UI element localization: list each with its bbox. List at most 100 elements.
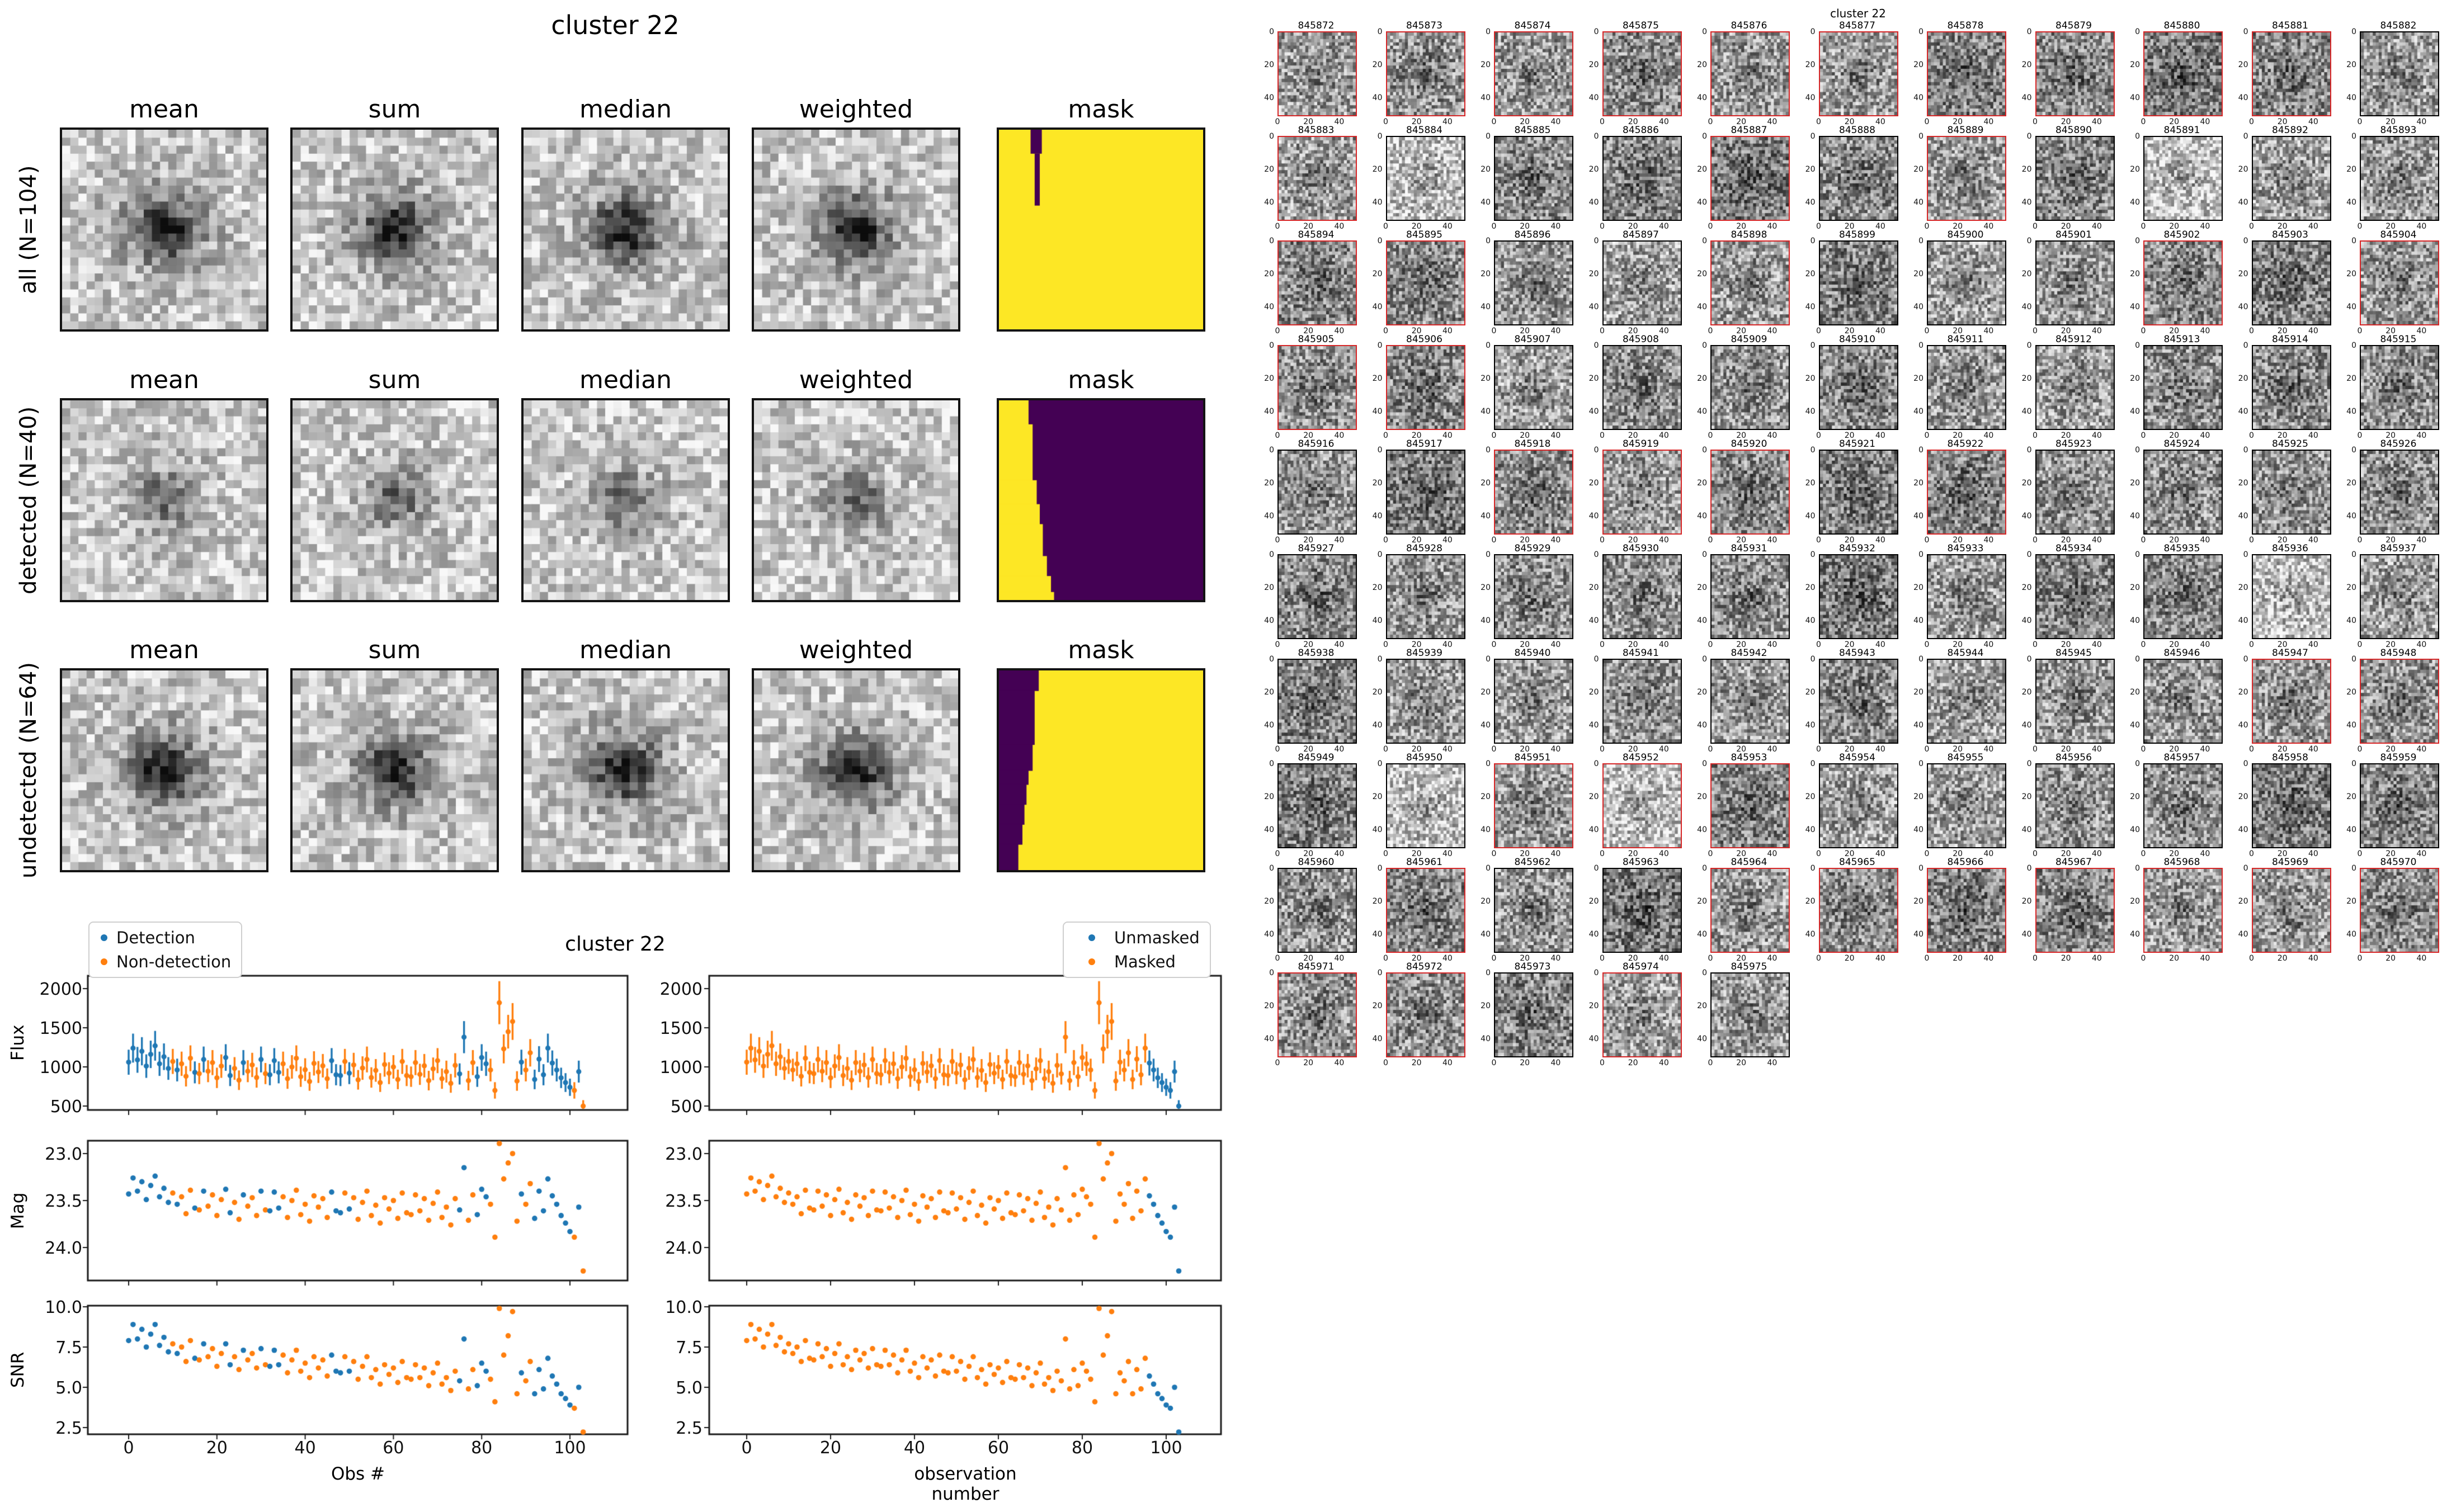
thumbnail-ytick: 0	[2243, 550, 2248, 559]
thumbnail-xtick: 40	[1875, 327, 1885, 336]
thumbnail-ytick: 40	[2238, 303, 2248, 312]
thumbnail-xtick: 0	[2141, 849, 2146, 858]
thumbnail-xtick: 40	[2416, 849, 2427, 858]
thumbnail-ytick: 0	[2135, 655, 2140, 664]
thumbnail-xtick: 40	[1442, 954, 1453, 963]
ytick-label: 1500	[39, 1019, 82, 1038]
thumbnail-image	[2143, 868, 2223, 953]
thumbnail-image	[1818, 554, 1898, 639]
thumbnail-xtick: 0	[1383, 954, 1388, 963]
thumbnail-title: 845898	[1731, 229, 1767, 240]
thumbnail-xtick: 0	[2141, 431, 2146, 440]
thumbnail-title: 845892	[2272, 125, 2308, 136]
thumbnail-title: 845903	[2272, 229, 2308, 240]
thumbnail-xtick: 0	[1816, 849, 1821, 858]
thumbnail-image	[2035, 136, 2115, 221]
thumbnail-ytick: 20	[2238, 60, 2248, 70]
thumbnail-xtick: 40	[1334, 117, 1345, 126]
thumbnail-xtick: 0	[2357, 222, 2363, 231]
thumbnail-image	[2360, 136, 2439, 221]
thumbnail-xtick: 20	[1520, 745, 1530, 754]
thumbnail-title: 845968	[2163, 857, 2200, 868]
thumbnail-xtick: 40	[2308, 117, 2318, 126]
thumbnail-ytick: 40	[1805, 303, 1816, 312]
legend-unmasked-label: Unmasked	[1114, 928, 1200, 947]
thumbnail-xtick: 0	[1600, 640, 1605, 649]
thumbnail-ytick: 20	[1697, 792, 1707, 802]
thumbnail-xtick: 0	[1491, 536, 1497, 545]
thumbnail-ytick: 20	[2346, 270, 2356, 279]
xtick-label: 0	[741, 1438, 752, 1458]
thumbnail-ytick: 0	[2135, 237, 2140, 245]
thumbnail-xtick: 20	[1411, 745, 1422, 754]
thumbnail-xtick: 20	[1411, 117, 1422, 126]
thumbnail-xtick: 0	[2033, 954, 2038, 963]
thumbnail-xtick: 20	[1628, 222, 1638, 231]
thumbnail-ytick: 40	[1372, 407, 1383, 417]
thumbnail-ytick: 40	[1697, 721, 1707, 730]
thumbnail-ytick: 0	[2243, 864, 2248, 873]
non-detection-marker-icon	[101, 958, 107, 965]
thumbnail-xtick: 0	[1816, 431, 1821, 440]
thumbnail-image	[1818, 136, 1898, 221]
thumbnail-ytick: 0	[1810, 655, 1816, 664]
stamp-image-median	[521, 668, 730, 872]
thumbnail-ytick: 40	[1697, 303, 1707, 312]
thumbnail-ytick: 0	[1702, 864, 1707, 873]
thumbnail-image	[1385, 136, 1465, 221]
ytick-label: 10.0	[665, 1298, 703, 1317]
thumbnail-xtick: 20	[1844, 640, 1855, 649]
thumbnail-ytick: 20	[1805, 792, 1816, 802]
thumbnail-ytick: 40	[1588, 407, 1599, 417]
thumbnail-ytick: 20	[2021, 374, 2032, 384]
thumbnail-image	[2360, 554, 2439, 639]
stamp-image-weighted	[752, 668, 960, 872]
thumbnail-xtick: 40	[1983, 327, 1994, 336]
thumbnail-ytick: 0	[1702, 132, 1707, 141]
ytick-label: 7.5	[55, 1338, 82, 1358]
thumbnail-title: 845953	[1731, 752, 1767, 763]
thumbnail-xtick: 0	[2249, 117, 2254, 126]
thumbnail-xtick: 0	[1816, 640, 1821, 649]
thumbnail-title: 845911	[1947, 334, 1984, 345]
thumbnail-xtick: 20	[2169, 640, 2180, 649]
thumbnail-ytick: 40	[1697, 93, 1707, 103]
thumbnail-xtick: 20	[1953, 327, 1963, 336]
thumbnail-title: 845941	[1623, 648, 1659, 659]
thumbnail-image	[2035, 345, 2115, 430]
thumbnail-xtick: 20	[2385, 536, 2396, 545]
thumbnail-ytick: 20	[1372, 60, 1383, 70]
thumbnail-image	[2251, 659, 2331, 744]
thumbnail-ytick: 20	[2238, 688, 2248, 697]
thumbnail-title: 845884	[1406, 125, 1442, 136]
thumbnail-ytick: 40	[1805, 930, 1816, 939]
thumbnail-image	[1277, 868, 1357, 953]
thumbnail-title: 845879	[2055, 20, 2092, 31]
thumbnail-image	[1277, 136, 1357, 221]
stamp-image-mean	[60, 398, 268, 602]
thumbnail-xtick: 0	[2249, 431, 2254, 440]
stamp-image-median	[521, 398, 730, 602]
thumbnail-ytick: 20	[1588, 1001, 1599, 1011]
thumbnail-image	[2143, 240, 2223, 325]
thumbnail-ytick: 20	[1481, 688, 1491, 697]
thumbnail-xtick: 40	[1983, 640, 1994, 649]
thumbnail-image	[1277, 554, 1357, 639]
thumbnail-xtick: 40	[2091, 431, 2102, 440]
thumbnail-ytick: 40	[2238, 930, 2248, 939]
thumbnail-xtick: 0	[1600, 327, 1605, 336]
thumbnail-ytick: 40	[2346, 198, 2356, 207]
thumbnail-xtick: 20	[2169, 954, 2180, 963]
thumbnail-xtick: 40	[2200, 954, 2210, 963]
thumbnail-xtick: 40	[2200, 117, 2210, 126]
thumbnail-image	[1710, 659, 1790, 744]
legend-item-detection: Detection	[100, 928, 231, 947]
xtick-label: 40	[294, 1438, 316, 1458]
thumbnail-ytick: 40	[1481, 93, 1491, 103]
thumbnail-ytick: 40	[1372, 825, 1383, 835]
thumbnail-xtick: 40	[1550, 849, 1561, 858]
thumbnail-xtick: 0	[1708, 640, 1713, 649]
thumbnail-ytick: 0	[1486, 550, 1491, 559]
stamp-column-header: mask	[1068, 366, 1134, 394]
thumbnail-image	[2035, 763, 2115, 848]
